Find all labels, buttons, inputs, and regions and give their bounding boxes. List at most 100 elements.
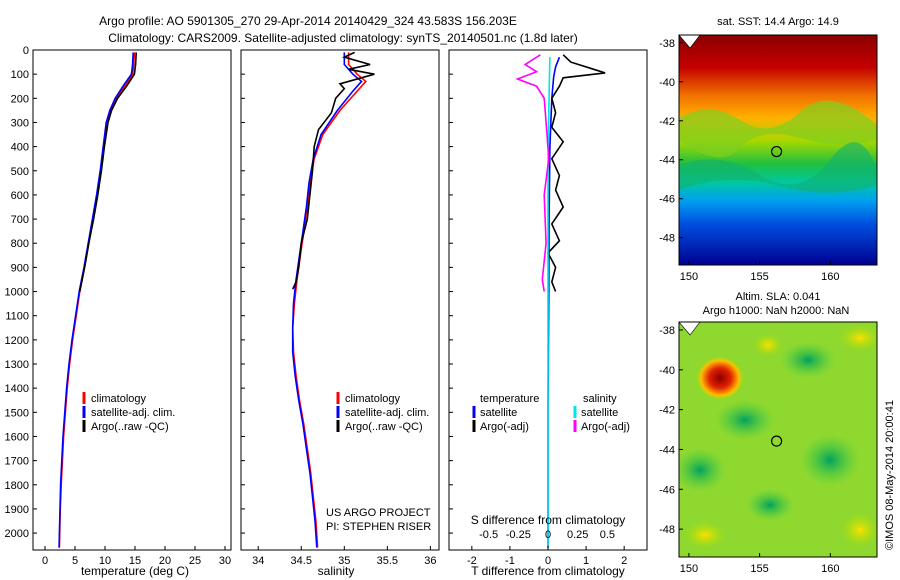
map-y-tick-label: -38 <box>659 325 675 337</box>
legend-label: satellite <box>581 407 618 419</box>
map-y-tick-label: -48 <box>659 233 675 245</box>
x-tick-label: 2 <box>621 555 627 567</box>
map-x-tick-label: 150 <box>680 271 698 283</box>
difference-top-xlabel: S difference from climatology <box>471 513 626 527</box>
coastline <box>679 322 701 336</box>
sla-low <box>679 448 726 492</box>
map-x-tick-label: 155 <box>750 563 768 575</box>
legend-label: satellite <box>480 407 517 419</box>
sla-heatmap <box>679 322 877 557</box>
difference-legend: temperature salinity satellite Argo(-adj… <box>472 393 630 433</box>
argo-location-marker <box>770 435 783 447</box>
legend-label: climatology <box>91 393 147 405</box>
x-tick-label: 5 <box>72 555 78 567</box>
coastline <box>679 35 701 49</box>
x-top-tick-label: 0.5 <box>600 529 615 541</box>
y-tick-label: 0 <box>23 45 29 57</box>
difference-lines <box>515 54 606 548</box>
legend-label: satellite-adj. clim. <box>91 407 175 419</box>
sst-heatmap <box>679 35 877 265</box>
x-tick-label: 35.5 <box>377 555 398 567</box>
legend-label: Argo(..raw -QC) <box>91 421 169 433</box>
legend-label: climatology <box>345 393 401 405</box>
sst-front <box>679 142 877 193</box>
map-y-tick-label: -44 <box>659 444 675 456</box>
map-y-tick-label: -40 <box>659 365 675 377</box>
temperature-lines <box>58 52 137 548</box>
map-x-tick-label: 160 <box>821 563 839 575</box>
legend-header-temperature: temperature <box>480 393 539 405</box>
y-tick-label: 1900 <box>5 504 29 516</box>
temperature-xlabel: temperature (deg C) <box>81 564 189 578</box>
sst-front <box>679 100 877 158</box>
title-line-1: Argo profile: AO 5901305_270 29-Apr-2014… <box>99 14 517 28</box>
map-y-tick-label: -42 <box>659 116 675 128</box>
y-tick-label: 1700 <box>5 456 29 468</box>
x-tick-label: 1 <box>583 555 589 567</box>
x-tick-label: 36 <box>424 555 436 567</box>
y-tick-label: 1300 <box>5 359 29 371</box>
argo-location-marker <box>770 145 783 158</box>
map-y-tick-label: -40 <box>659 77 675 89</box>
y-tick-label: 1600 <box>5 431 29 443</box>
sla-map-frame <box>678 321 878 558</box>
series-sal_argo <box>515 54 550 292</box>
difference-xlabel: T difference from climatology <box>471 564 625 578</box>
sla-low <box>780 342 836 378</box>
salinity-legend: climatology satellite-adj. clim. Argo(..… <box>336 392 429 433</box>
y-tick-label: 2000 <box>5 528 29 540</box>
salinity-xlabel: salinity <box>318 564 355 578</box>
y-tick-label: 1100 <box>5 311 29 323</box>
credit-line-1: US ARGO PROJECT <box>326 507 431 519</box>
sla-map-title-1: Altim. SLA: 0.041 <box>736 291 821 303</box>
title-line-2: Climatology: CARS2009. Satellite-adjuste… <box>108 31 578 45</box>
legend-header-salinity: salinity <box>583 393 617 405</box>
y-tick-label: 700 <box>11 214 29 226</box>
x-axes: 0 5 10 15 20 25 30 34 34.5 35 35.5 36 -2 -1 0 1 2 -0.5 -0.… <box>42 529 627 567</box>
x-top-tick-label: 0 <box>545 529 551 541</box>
sst-map-frame <box>678 34 878 266</box>
sst-map-axes: 150 155 160 -38 -40 -42 -44 -46 -48 <box>659 38 839 283</box>
x-tick-label: 0 <box>42 555 48 567</box>
y-tick-label: 1500 <box>5 407 29 419</box>
x-tick-label: 0 <box>545 555 551 567</box>
map-y-tick-label: -44 <box>659 155 675 167</box>
x-tick-label: 10 <box>99 555 111 567</box>
x-tick-label: 34 <box>252 555 264 567</box>
x-tick-label: 35 <box>338 555 350 567</box>
map-x-tick-label: 160 <box>821 271 839 283</box>
x-tick-label: 15 <box>129 555 141 567</box>
sst-map-title: sat. SST: 14.4 Argo: 14.9 <box>717 16 839 28</box>
legend-label: Argo(..raw -QC) <box>345 421 423 433</box>
y-tick-label: 1000 <box>5 287 29 299</box>
credit-line-2: PI: STEPHEN RISER <box>326 521 431 533</box>
x-tick-label: 20 <box>159 555 171 567</box>
x-tick-label: 34.5 <box>291 555 312 567</box>
y-tick-label: 500 <box>11 166 29 178</box>
y-tick-label: 1400 <box>5 383 29 395</box>
map-x-tick-label: 155 <box>750 271 768 283</box>
y-tick-label: 800 <box>11 238 29 250</box>
y-tick-label: 400 <box>11 142 29 154</box>
series-argo <box>79 52 137 292</box>
sla-low <box>715 400 775 440</box>
salinity-lines <box>291 51 375 548</box>
sla-map-axes: 150 155 160 -38 -40 -42 -44 -46 -48 <box>659 325 839 575</box>
sla-feature <box>752 333 784 357</box>
map-y-tick-label: -46 <box>659 484 675 496</box>
x-tick-label: -2 <box>467 555 477 567</box>
sla-map-title-2: Argo h1000: NaN h2000: NaN <box>703 305 850 317</box>
x-tick-label: 25 <box>189 555 201 567</box>
y-tick-label: 1800 <box>5 480 29 492</box>
salinity-panel <box>240 49 440 551</box>
map-x-tick-label: 150 <box>680 563 698 575</box>
map-y-tick-label: -48 <box>659 524 675 536</box>
x-tick-label: 30 <box>219 555 231 567</box>
series-argo <box>291 51 375 290</box>
map-y-tick-label: -42 <box>659 405 675 417</box>
y-tick-label: 900 <box>11 262 29 274</box>
depth-axis: 0 100 200 300 400 500 600 700 800 900 1000 1100 1200… <box>5 45 453 540</box>
y-tick-label: 600 <box>11 190 29 202</box>
temperature-legend: climatology satellite-adj. clim. Argo(..… <box>82 392 175 433</box>
